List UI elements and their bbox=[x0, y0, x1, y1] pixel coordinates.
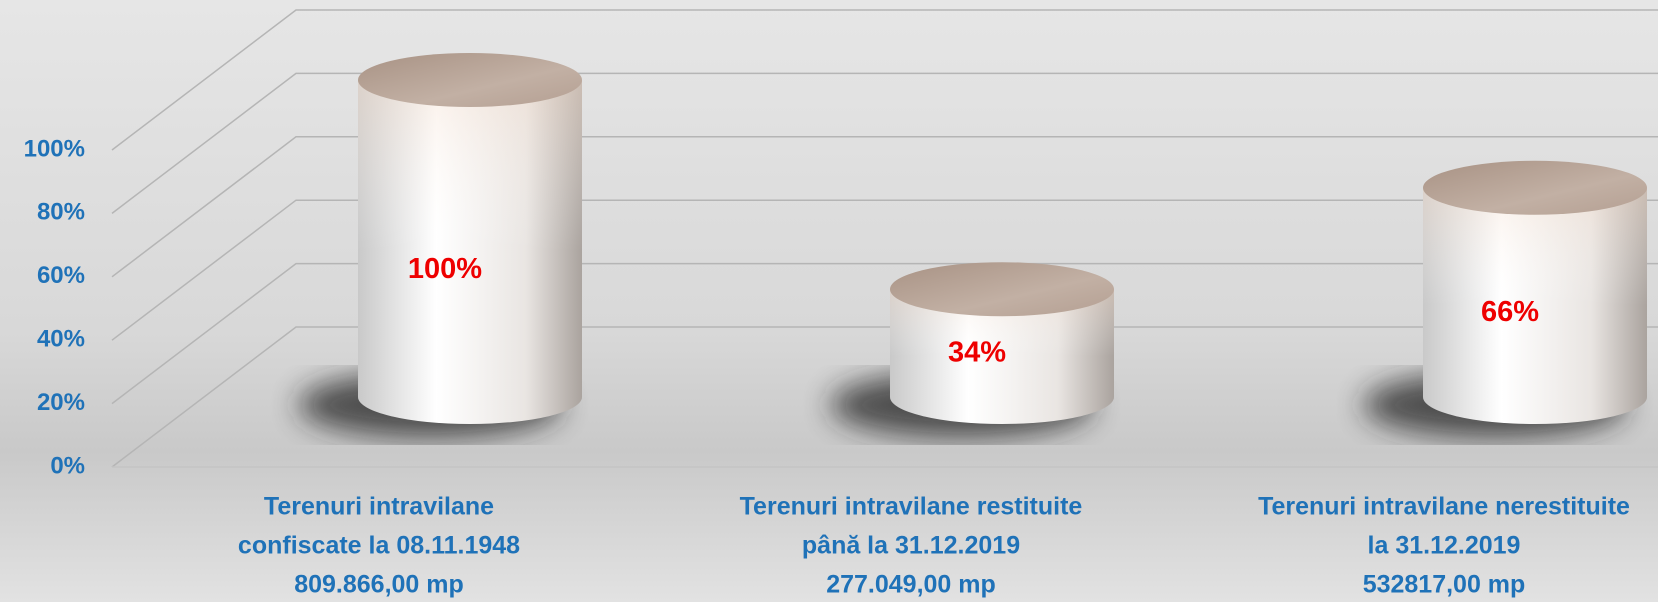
x-tick-label: Terenuri intravilane nerestituite bbox=[1258, 493, 1630, 521]
y-tick-label: 20% bbox=[37, 389, 85, 416]
cylinder bbox=[358, 53, 582, 424]
x-tick-label: 532817,00 mp bbox=[1363, 571, 1526, 599]
cylinder bbox=[1423, 161, 1647, 424]
x-tick-label: Terenuri intravilane restituite bbox=[740, 493, 1083, 521]
y-tick-label: 60% bbox=[37, 262, 85, 289]
y-tick-label: 0% bbox=[50, 452, 85, 479]
value-label: 66% bbox=[1481, 296, 1539, 328]
page: 0% 20% 40% 60% 80% 100% 100% Terenuri intravila… bbox=[0, 0, 1658, 602]
chart: 0% 20% 40% 60% 80% 100% 100% Terenuri intravila… bbox=[0, 0, 1658, 602]
x-tick-label: confiscate la 08.11.1948 bbox=[238, 532, 520, 560]
x-tick-label: până la 31.12.2019 bbox=[802, 532, 1020, 560]
y-tick-label: 100% bbox=[24, 135, 85, 162]
y-tick-label: 40% bbox=[37, 326, 85, 353]
x-tick-label: la 31.12.2019 bbox=[1368, 532, 1521, 560]
x-tick-label: 277.049,00 mp bbox=[826, 571, 996, 599]
y-tick-label: 80% bbox=[37, 199, 85, 226]
x-tick-label: Terenuri intravilane bbox=[264, 493, 494, 521]
value-label: 34% bbox=[948, 337, 1006, 369]
x-tick-label: 809.866,00 mp bbox=[294, 571, 464, 599]
value-label: 100% bbox=[408, 253, 482, 285]
